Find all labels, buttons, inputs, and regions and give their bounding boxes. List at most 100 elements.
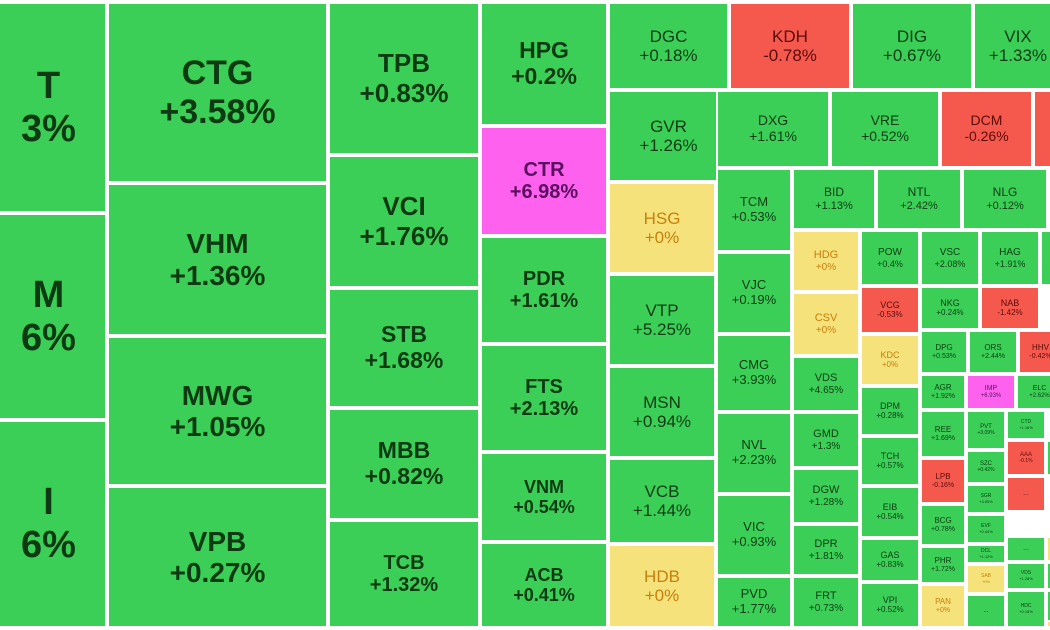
stock-tile-pan[interactable]: PAN +0%	[920, 584, 966, 628]
stock-tile-mbb[interactable]: MBB +0.82%	[328, 408, 480, 520]
stock-tile-hdb[interactable]: HDB +0%	[608, 544, 716, 628]
stock-tile-dpr[interactable]: DPR +1.81%	[792, 524, 860, 576]
stock-tile-vtp[interactable]: VTP +5.25%	[608, 274, 716, 366]
stock-tile[interactable]	[1048, 168, 1050, 230]
stock-tile-dgc[interactable]: DGC +0.18%	[608, 2, 729, 90]
stock-tile-nkg[interactable]: NKG +0.24%	[920, 286, 980, 330]
stock-tile-ors[interactable]: ORS +2.44%	[968, 330, 1018, 374]
stock-tile[interactable]: ...	[1006, 476, 1046, 512]
stock-tile-phr[interactable]: PHR +1.72%	[920, 546, 966, 584]
stock-tile[interactable]: ...	[966, 594, 1006, 628]
stock-tile-ntl[interactable]: NTL +2.42%	[876, 168, 962, 230]
stock-tile-ree[interactable]: REE +1.69%	[920, 410, 966, 458]
stock-tile-bcg[interactable]: BCG +0.78%	[920, 504, 966, 546]
stock-tile-aaa[interactable]: AAA -0.1%	[1006, 440, 1046, 476]
stock-tile-dgw[interactable]: DGW +1.28%	[792, 468, 860, 524]
stock-tile-vic[interactable]: VIC +0.93%	[716, 494, 792, 576]
stock-tile[interactable]	[1046, 620, 1050, 628]
stock-tile[interactable]	[1033, 90, 1050, 168]
stock-tile-t[interactable]: T 3%	[0, 2, 107, 213]
stock-tile-stb[interactable]: STB +1.68%	[328, 288, 480, 408]
stock-tile-gas[interactable]: GAS +0.83%	[860, 538, 920, 582]
stock-tile-kdh[interactable]: KDH -0.78%	[729, 2, 851, 90]
stock-tile-vnm[interactable]: VNM +0.54%	[480, 452, 608, 542]
stock-symbol: VIX	[1004, 26, 1032, 46]
stock-tile-vjc[interactable]: VJC +0.19%	[716, 252, 792, 334]
stock-tile-nvl[interactable]: NVL +2.23%	[716, 412, 792, 494]
price-change: +3.09%	[977, 429, 995, 436]
stock-tile[interactable]	[1046, 536, 1050, 562]
price-change: +5.25%	[632, 320, 692, 339]
stock-tile-tcb[interactable]: TCB +1.32%	[328, 520, 480, 628]
stock-tile-frt[interactable]: FRT +0.73%	[792, 576, 860, 628]
stock-tile-vcg[interactable]: VCG -0.53%	[860, 286, 920, 334]
stock-tile-i[interactable]: I 6%	[0, 420, 107, 628]
stock-tile-pvt[interactable]: PVT +3.09%	[966, 410, 1006, 450]
stock-tile-msn[interactable]: MSN +0.94%	[608, 366, 716, 458]
stock-tile[interactable]	[1040, 230, 1050, 286]
stock-tile-ctg[interactable]: CTG +3.58%	[107, 2, 328, 183]
stock-tile-hpg[interactable]: HPG +0.2%	[480, 2, 608, 126]
price-change: +1.61%	[509, 290, 579, 312]
stock-tile-bid[interactable]: BID +1.13%	[792, 168, 876, 230]
stock-tile-tpb[interactable]: TPB +0.83%	[328, 2, 480, 155]
stock-tile-gvr[interactable]: GVR +1.26%	[608, 90, 729, 182]
stock-tile-sgr[interactable]: SGR +3.05%	[966, 484, 1006, 514]
stock-tile-vci[interactable]: VCI +1.76%	[328, 155, 480, 288]
stock-tile-lpb[interactable]: LPB -0.16%	[920, 458, 966, 504]
price-change: +3.93%	[731, 372, 777, 387]
stock-tile-pdr[interactable]: PDR +1.61%	[480, 236, 608, 344]
stock-tile-vpb[interactable]: VPB +0.27%	[107, 486, 328, 628]
stock-tile[interactable]	[1046, 562, 1050, 590]
stock-tile-vsc[interactable]: VSC +2.08%	[920, 230, 980, 286]
stock-tile-fts[interactable]: FTS +2.13%	[480, 344, 608, 452]
stock-tile-dcl[interactable]: DCL +1.12%	[966, 544, 1006, 564]
stock-tile-nab[interactable]: NAB -1.42%	[980, 286, 1040, 330]
stock-tile-kdc[interactable]: KDC +0%	[860, 334, 920, 386]
stock-tile-dpm[interactable]: DPM +0.28%	[860, 386, 920, 436]
price-change: +0.24%	[936, 307, 964, 317]
stock-symbol: REE	[934, 424, 952, 434]
stock-tile-dcm[interactable]: DCM -0.26%	[940, 90, 1033, 168]
stock-tile-tch[interactable]: TCH +0.57%	[860, 436, 920, 486]
stock-tile-vre[interactable]: VRE +0.52%	[830, 90, 940, 168]
stock-tile-mwg[interactable]: MWG +1.05%	[107, 336, 328, 486]
stock-tile-imp[interactable]: IMP +6.93%	[966, 374, 1016, 410]
stock-tile-sab[interactable]: SAB +0%	[966, 564, 1006, 594]
stock-tile-cmg[interactable]: CMG +3.93%	[716, 334, 792, 412]
price-change: +0.53%	[731, 209, 777, 224]
stock-symbol: HDG	[813, 249, 839, 262]
stock-tile-dpg[interactable]: DPG +0.53%	[920, 330, 968, 374]
stock-tile-hhv[interactable]: HHV -0.42%	[1018, 330, 1050, 374]
stock-tile-vcb[interactable]: VCB +1.44%	[608, 458, 716, 544]
stock-tile-tcm[interactable]: TCM +0.53%	[716, 168, 792, 252]
stock-tile-pvd[interactable]: PVD +1.77%	[716, 576, 792, 628]
stock-tile-ctd[interactable]: CTD +1.16%	[1006, 410, 1046, 440]
stock-tile[interactable]	[1046, 440, 1050, 476]
stock-tile-ctr[interactable]: CTR +6.98%	[480, 126, 608, 236]
stock-tile-szc[interactable]: SZC +0.42%	[966, 450, 1006, 484]
stock-symbol: ...	[1023, 545, 1029, 553]
stock-tile-elc[interactable]: ELC +2.62%	[1016, 374, 1050, 410]
stock-tile-pow[interactable]: POW +0.4%	[860, 230, 920, 286]
stock-tile-vix[interactable]: VIX +1.33%	[973, 2, 1050, 90]
stock-tile-vds[interactable]: VDS +4.65%	[792, 356, 860, 412]
stock-tile-acb[interactable]: ACB +0.41%	[480, 542, 608, 628]
stock-tile-hdg[interactable]: HDG +0%	[792, 230, 860, 292]
stock-tile-nlg[interactable]: NLG +0.12%	[962, 168, 1048, 230]
stock-tile-dig[interactable]: DIG +0.67%	[851, 2, 973, 90]
stock-tile-m[interactable]: M 6%	[0, 213, 107, 420]
stock-tile-eib[interactable]: EIB +0.54%	[860, 486, 920, 538]
stock-tile-agr[interactable]: AGR +1.92%	[920, 374, 966, 410]
stock-tile-vpi[interactable]: VPI +0.52%	[860, 582, 920, 628]
stock-tile-hag[interactable]: HAG +1.91%	[980, 230, 1040, 286]
stock-tile-vds[interactable]: VDS +1.28%	[1006, 562, 1046, 590]
stock-tile-hsg[interactable]: HSG +0%	[608, 182, 716, 274]
stock-tile-vhm[interactable]: VHM +1.36%	[107, 183, 328, 336]
stock-tile-hdc[interactable]: HDC +0.15%	[1006, 590, 1046, 628]
stock-tile[interactable]: ...	[1006, 536, 1046, 562]
stock-tile-dxg[interactable]: DXG +1.61%	[716, 90, 830, 168]
stock-tile-csv[interactable]: CSV +0%	[792, 292, 860, 356]
stock-tile-gmd[interactable]: GMD +1.3%	[792, 412, 860, 468]
stock-tile-evf[interactable]: EVF +0.44%	[966, 514, 1006, 544]
